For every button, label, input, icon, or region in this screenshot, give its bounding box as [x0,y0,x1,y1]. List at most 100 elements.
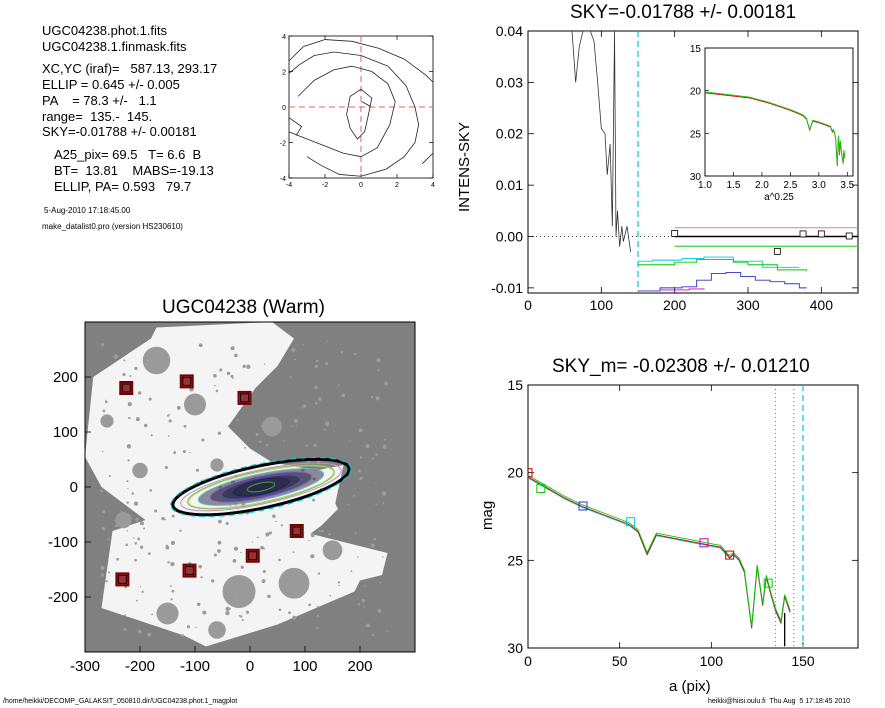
galaxy-speckle [359,456,363,459]
galaxy-speckle [139,521,145,526]
mag-xtick-label: 100 [700,653,724,669]
galaxy-speckle [127,459,130,462]
galaxy-isophote [188,465,334,509]
mag-profile-line [528,477,791,629]
galaxy-speckle [363,605,366,608]
galaxy-xtick-label: 0 [246,658,254,675]
galaxy-speckle [370,543,376,548]
galaxy-speckle [141,590,144,593]
galaxy-speckle [189,451,191,454]
mag-ytick-label: 30 [507,640,523,656]
galaxy-speckle [174,450,176,453]
galaxy-speckle [147,632,152,637]
galaxy-sky-box [245,548,260,563]
galaxy-speckle [198,343,203,348]
galaxy-speckle [134,366,138,371]
galaxy-speckle [148,397,152,401]
galaxy-speckle [232,559,237,563]
galaxy-speckle [127,487,129,490]
galaxy-fit-ellipse [187,464,335,510]
mag-profile-line [528,476,791,628]
galaxy-speckle [293,418,298,424]
galaxy-sky-box-inner [182,376,192,386]
mag-profile-line [528,474,791,627]
galaxy-speckle [127,402,132,407]
galaxy-speckle [257,536,259,539]
galaxy-speckle [324,550,328,555]
mag-marker-box [763,578,773,588]
galaxy-speckle [295,424,298,427]
galaxy-speckle [261,579,266,584]
galaxy-speckle [195,468,199,472]
galaxy-speckle [170,561,175,567]
galaxy-speckle [124,614,127,617]
galaxy-speckle [108,571,111,574]
mag-xtick-label: 150 [791,653,815,669]
galaxy-xtick-label: 100 [292,658,317,675]
galaxy-image-title: UGC04238 (Warm) [162,297,325,318]
galaxy-speckle [225,610,230,616]
galaxy-speckle [267,594,271,599]
galaxy-speckle [165,544,169,548]
galaxy-speckle [164,519,166,521]
galaxy-speckle [349,440,351,442]
galaxy-speckle [301,407,303,409]
galaxy-speckle [357,469,361,473]
galaxy-speckle [302,344,304,346]
galaxy-sky-box-inner [248,551,258,561]
galaxy-mask-hole [262,416,282,437]
profile-sky-box [799,230,807,238]
profile-sky-box [773,247,781,255]
galaxy-speckle [261,424,265,428]
mag-xtick-label: 0 [524,653,532,669]
galaxy-isophote [171,457,351,517]
galaxy-speckle [323,428,326,431]
profile-sky-box [845,232,853,240]
galaxy-speckle [230,374,234,378]
inset-xlabel: a^0.25 [764,192,794,203]
galaxy-ytick-label: -200 [48,589,78,606]
inset-xtick-label: 1.0 [698,180,712,191]
galaxy-speckle [329,594,332,597]
mag-profile-xlabel: a (pix) [669,678,711,695]
profile-plot-area [528,31,858,293]
galaxy-speckle [215,389,219,393]
galaxy-speckle [149,489,153,492]
contour-ytick-label: 4 [282,34,286,41]
galaxy-speckle [147,552,151,556]
galaxy-speckle [150,434,153,437]
galaxy-speckle [167,435,170,437]
galaxy-speckle [105,399,107,402]
contour-xtick-label: -4 [286,182,292,189]
galaxy-speckle [167,561,170,564]
galaxy-speckle [100,565,105,571]
header-program: make_datalist0.pro (version HS230610) [42,222,183,231]
galaxy-speckle [347,503,350,506]
galaxy-speckle [263,363,266,365]
header-line-pa: PA = 78.3 +/- 1.1 [42,93,157,108]
galaxy-speckle [171,589,175,593]
mag-marker-box [578,501,588,511]
mag-xtick-label: 50 [612,653,628,669]
galaxy-speckle [353,494,356,497]
contour-xtick-label: 4 [431,182,435,189]
profile-sky-box [817,230,825,238]
galaxy-speckle [328,532,331,536]
galaxy-speckle [357,556,359,558]
galaxy-speckle [313,443,317,447]
galaxy-sky-box [115,572,130,587]
galaxy-speckle [170,540,175,546]
inset-xtick-label: 2.0 [755,180,769,191]
galaxy-speckle [263,547,266,550]
galaxy-mask-hole [210,458,224,472]
galaxy-speckle [258,440,262,443]
galaxy-speckle [241,618,244,622]
header-timestamp: 5-Aug-2010 17:18:45.00 [44,206,131,215]
galaxy-mask-hole [115,511,132,529]
galaxy-speckle [294,358,296,361]
galaxy-speckle [305,444,308,447]
contour-line [421,152,434,165]
galaxy-speckle [358,428,363,433]
galaxy-speckle [217,431,222,435]
galaxy-speckle [233,546,239,551]
